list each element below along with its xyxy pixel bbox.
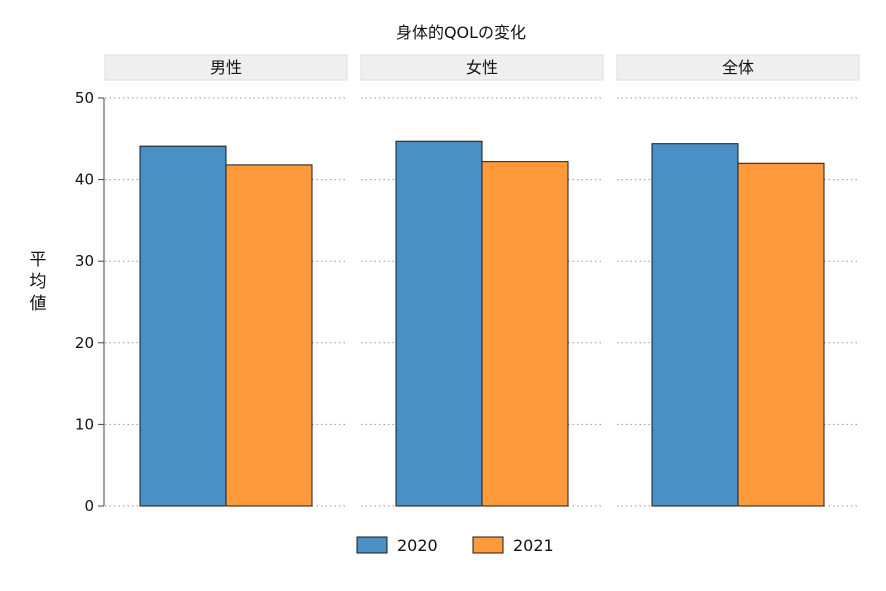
bar xyxy=(395,140,483,507)
y-tick-label: 50 xyxy=(75,89,94,107)
bar xyxy=(651,143,739,507)
panel-strip xyxy=(360,54,604,81)
y-axis-label: 平均値 xyxy=(30,250,47,314)
legend-swatch xyxy=(472,536,504,554)
y-tick-label: 20 xyxy=(75,334,94,352)
panel-strip xyxy=(616,54,860,81)
bar xyxy=(225,164,313,507)
legend-swatch xyxy=(356,536,388,554)
y-tick-label: 10 xyxy=(75,415,94,433)
bar xyxy=(481,161,569,507)
y-axis-title: 平均値 xyxy=(30,250,47,314)
panel-title: 女性 xyxy=(466,58,498,77)
legend-label: 2021 xyxy=(513,536,554,555)
y-tick-label: 30 xyxy=(75,252,94,270)
panels: 男性 女性 全体 xyxy=(104,54,860,507)
legend-label: 2020 xyxy=(397,536,438,555)
panel-title: 男性 xyxy=(210,58,242,77)
bar xyxy=(737,162,825,507)
panel: 全体 xyxy=(616,54,860,507)
chart-title: 身体的QOLの変化 xyxy=(396,23,526,42)
legend-item: 2021 xyxy=(472,536,554,555)
y-tick-label: 40 xyxy=(75,171,94,189)
panel-strip xyxy=(104,54,348,81)
panel: 男性 xyxy=(104,54,348,507)
bar xyxy=(139,145,227,507)
y-tick-label: 0 xyxy=(84,497,94,515)
panel: 女性 xyxy=(360,54,604,507)
legend: 2020 2021 xyxy=(356,536,554,555)
legend-item: 2020 xyxy=(356,536,438,555)
y-axis: 0 10 20 30 40 50 xyxy=(75,89,105,515)
panel-title: 全体 xyxy=(722,58,754,77)
